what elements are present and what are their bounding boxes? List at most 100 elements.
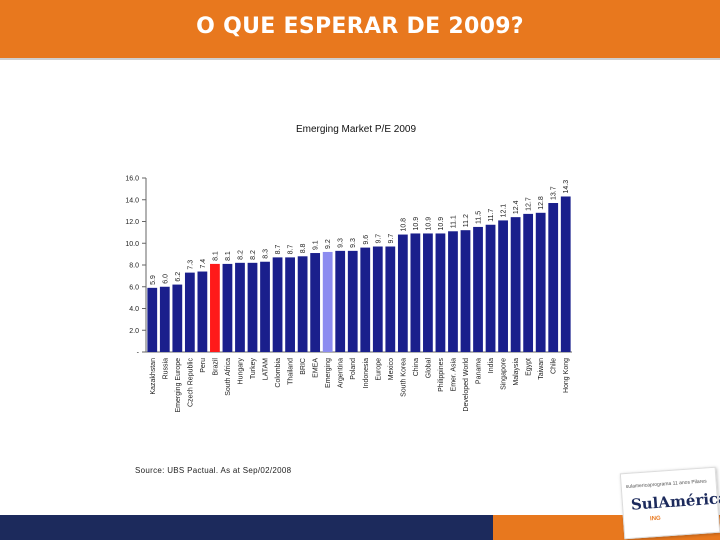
bar: [523, 213, 534, 352]
category-label: Singapore: [501, 358, 508, 390]
bar: [372, 246, 383, 352]
category-label: LATAM: [263, 358, 270, 380]
page-title: O QUE ESPERAR DE 2009?: [196, 14, 524, 39]
bar-value-label: 12.1: [501, 204, 508, 218]
category-label: Brazil: [212, 358, 219, 376]
bar: [510, 217, 521, 352]
category-label: BRIC: [300, 358, 307, 375]
y-tick-label: 4.0: [129, 306, 139, 313]
y-tick-label: 6.0: [129, 284, 139, 291]
category-label: Indonesia: [363, 358, 370, 388]
bar-value-label: 9.3: [338, 238, 345, 248]
bar-value-label: 7.4: [200, 259, 207, 269]
category-label: Turkey: [250, 358, 257, 380]
bar-value-label: 10.9: [438, 217, 445, 231]
category-label: Poland: [350, 358, 357, 380]
bar-value-label: 10.8: [400, 218, 407, 232]
bar-value-label: 11.2: [463, 214, 470, 227]
category-label: Chile: [551, 358, 558, 374]
y-tick-label: -: [137, 350, 140, 357]
category-label: Europe: [375, 358, 382, 381]
bar-value-label: 8.8: [300, 243, 307, 253]
category-label: Kazakhstan: [150, 358, 157, 395]
bar: [485, 224, 496, 352]
bar-value-label: 14.3: [563, 180, 570, 194]
bar: [172, 284, 183, 352]
bar-value-label: 9.1: [313, 240, 320, 250]
bar-value-label: 12.4: [513, 200, 520, 214]
category-label: Egypt: [526, 358, 533, 376]
logo-tagline: sulamericaprograma 11 anos Pilares: [625, 478, 707, 491]
bar: [335, 250, 346, 352]
category-label: Mexico: [388, 358, 395, 380]
source-note: Source: UBS Pactual. As at Sep/02/2008: [135, 466, 292, 475]
chart-title: Emerging Market P/E 2009: [296, 124, 416, 135]
bar-value-label: 9.6: [363, 235, 370, 245]
bar-value-label: 8.1: [212, 251, 219, 261]
bar-value-label: 5.9: [150, 275, 157, 285]
bar: [197, 271, 208, 352]
bar: [385, 246, 396, 352]
bar-value-label: 8.7: [288, 245, 295, 255]
bar: [535, 212, 546, 352]
logo-brand-name: SulAmérica: [630, 488, 720, 514]
bar-value-label: 11.1: [450, 215, 457, 228]
footer-navy-band: [0, 515, 493, 540]
category-label: Hungary: [237, 358, 244, 385]
category-label: Emerging Europe: [175, 358, 182, 413]
bar: [548, 203, 559, 352]
bar: [184, 272, 195, 352]
bar: [347, 250, 358, 352]
bar: [322, 251, 333, 352]
category-label: Taiwan: [538, 358, 545, 380]
bar-value-label: 12.8: [538, 196, 545, 210]
y-tick-label: 2.0: [129, 328, 139, 335]
bar-value-label: 7.3: [187, 260, 194, 270]
category-label: EMEA: [313, 358, 320, 378]
bar: [159, 286, 170, 352]
bar: [423, 233, 433, 352]
bar: [560, 196, 571, 352]
category-label: India: [488, 358, 495, 373]
category-label: Colombia: [275, 358, 282, 388]
bar-value-label: 9.3: [350, 238, 357, 248]
bar: [285, 257, 295, 352]
category-label: Emer. Asia: [450, 358, 457, 392]
category-label: Panama: [476, 358, 483, 384]
category-label: Peru: [200, 358, 207, 373]
bar-value-label: 12.7: [526, 197, 533, 211]
bar-value-label: 8.1: [225, 251, 232, 261]
bar-value-label: 6.0: [162, 274, 169, 284]
y-tick-label: 12.0: [125, 219, 139, 226]
category-label: Thailand: [288, 358, 295, 385]
y-tick-label: 8.0: [129, 263, 139, 270]
y-tick-label: 14.0: [125, 197, 139, 204]
category-label: Hong Kong: [563, 358, 570, 393]
bar-value-label: 8.2: [237, 250, 244, 260]
logo-ing: ING: [649, 515, 661, 523]
bar: [147, 287, 158, 352]
bar: [235, 262, 245, 352]
bar-value-label: 13.7: [551, 186, 558, 200]
bar: [297, 256, 308, 352]
bar-value-label: 9.7: [388, 234, 395, 244]
bar: [247, 262, 258, 352]
bar-value-label: 9.2: [325, 239, 332, 249]
bar: [410, 233, 421, 352]
y-tick-label: 16.0: [125, 176, 139, 183]
bar: [460, 230, 471, 352]
category-label: Emerging: [325, 358, 332, 388]
bar: [260, 261, 270, 352]
bar-value-label: 11.5: [476, 211, 483, 224]
bar: [473, 226, 483, 352]
category-label: Argentina: [338, 358, 345, 388]
bar-value-label: 6.2: [175, 272, 182, 282]
bar: [435, 233, 446, 352]
bar: [310, 253, 321, 352]
category-label: South Korea: [400, 358, 407, 397]
y-tick-label: 10.0: [125, 241, 139, 248]
category-label: Russia: [162, 358, 169, 380]
bar: [222, 263, 233, 352]
bar-value-label: 8.2: [250, 250, 257, 260]
bar-value-label: 10.9: [413, 217, 420, 231]
